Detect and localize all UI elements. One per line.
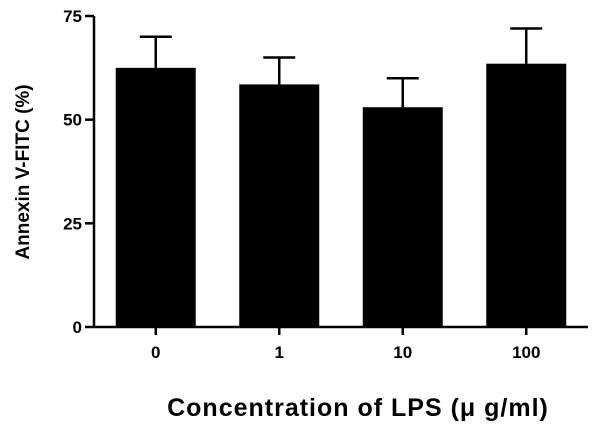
- x-tick-label-10: 10: [393, 343, 412, 362]
- x-axis-title: Concentration of LPS (μ g/ml): [167, 394, 549, 422]
- x-tick-label-100: 100: [512, 343, 540, 362]
- x-tick-label-1: 1: [275, 343, 284, 362]
- error-bars-layer: [139, 27, 543, 108]
- bar-10: [362, 107, 443, 327]
- x-ticks-layer: 0 1 10 100: [151, 327, 540, 362]
- bar-100: [486, 63, 567, 327]
- y-tick-label-25: 25: [63, 214, 82, 233]
- y-tick-label-50: 50: [63, 111, 82, 130]
- bar-0: [115, 67, 196, 327]
- y-axis-title: Annexin V-FITC (%): [13, 84, 34, 259]
- y-tick-label-0: 0: [73, 318, 82, 337]
- y-ticks-layer: 0 25 50 75: [63, 7, 94, 337]
- bars-layer: [115, 63, 567, 327]
- y-tick-label-75: 75: [63, 7, 82, 26]
- bar-1: [239, 84, 320, 327]
- x-tick-label-0: 0: [151, 343, 160, 362]
